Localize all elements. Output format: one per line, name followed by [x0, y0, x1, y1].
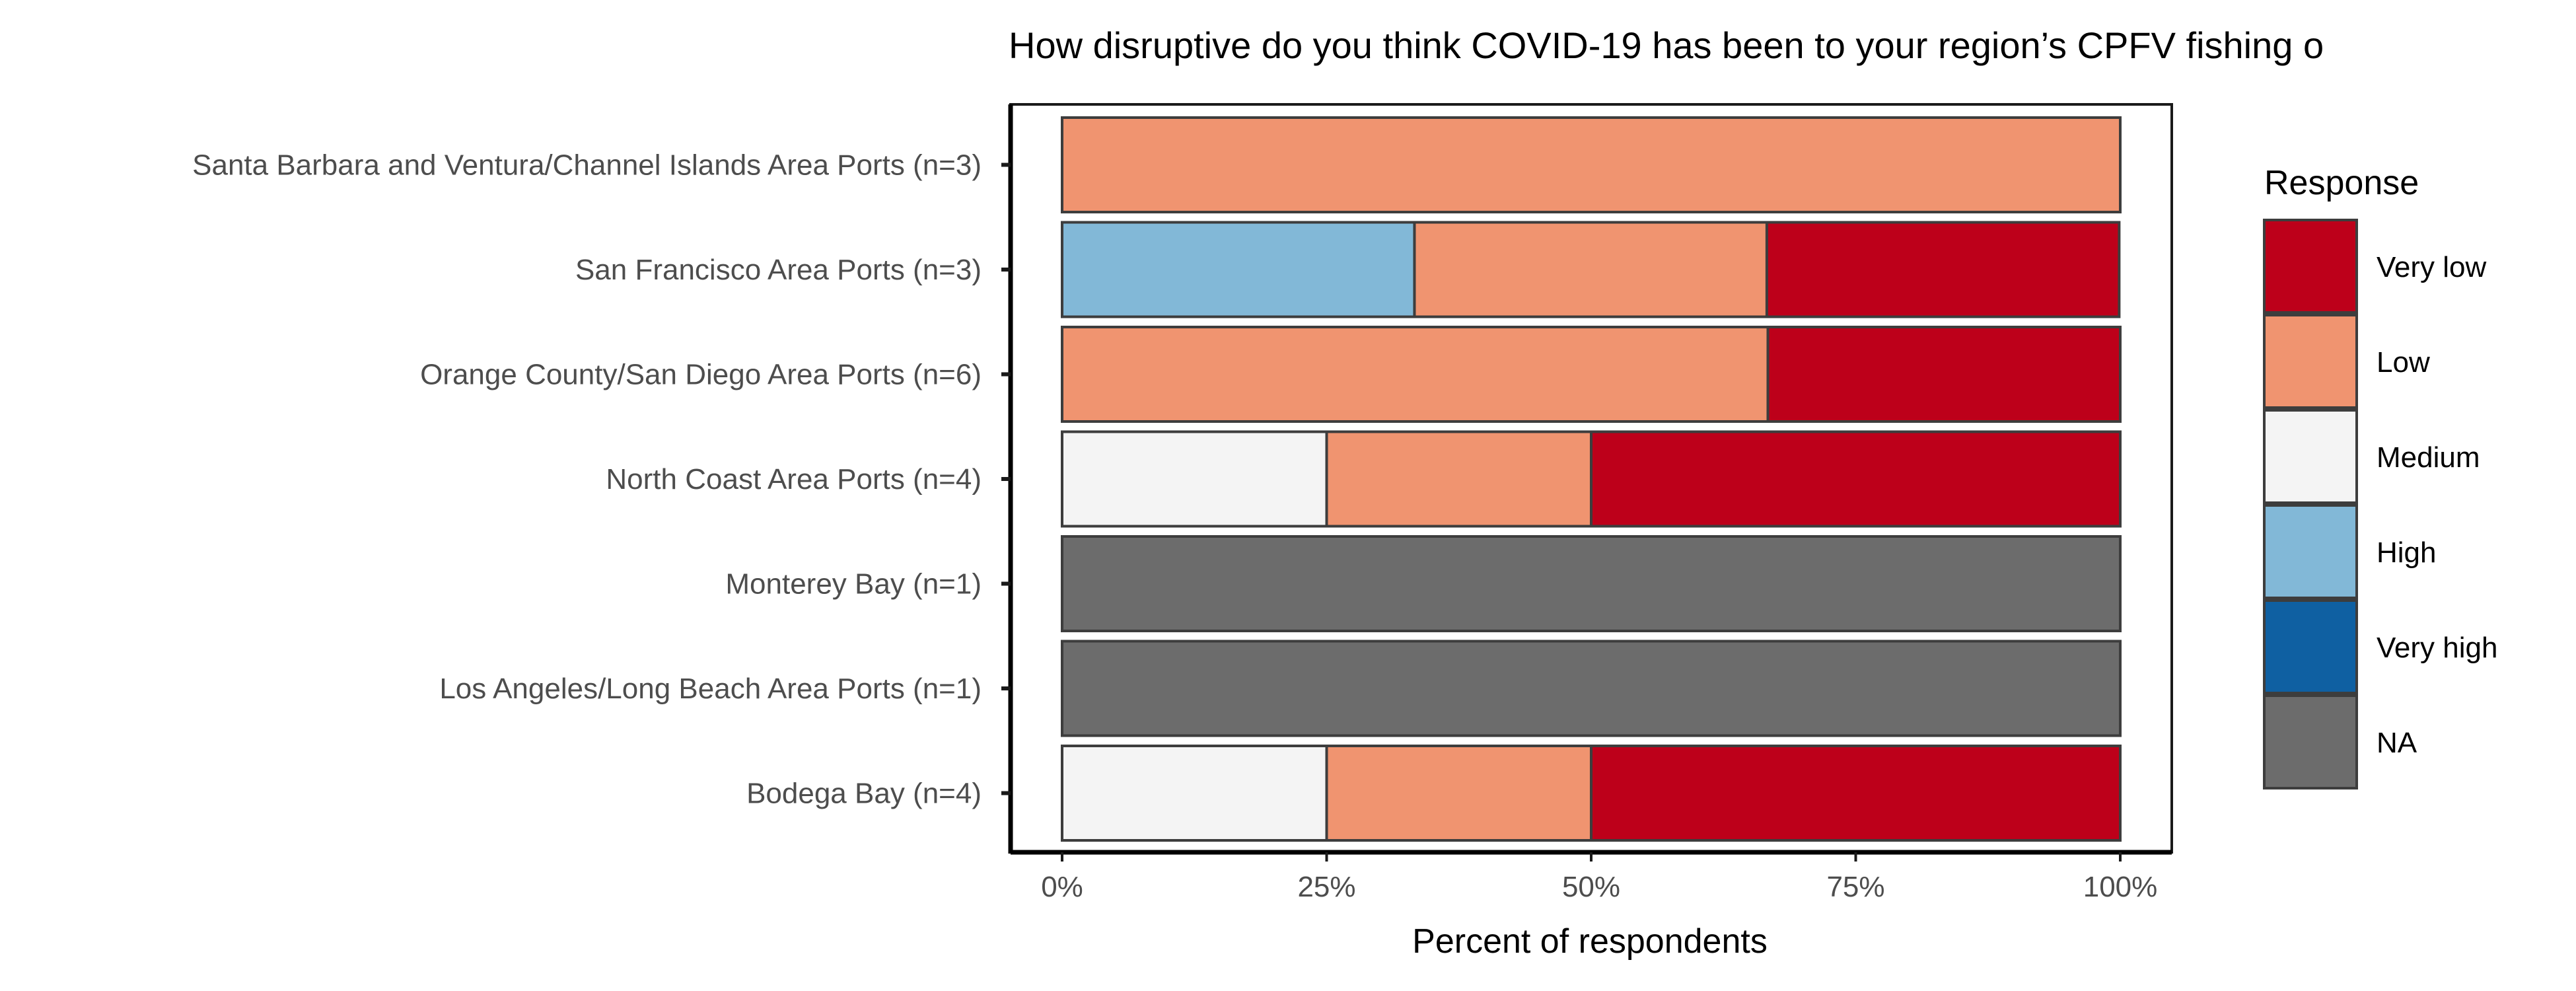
legend: Very low Low Medium High Very high NA [2263, 219, 2497, 789]
legend-label-very-high: Very high [2377, 632, 2497, 664]
y-tick-label: Los Angeles/Long Beach Area Ports (n=1) [439, 673, 982, 705]
legend-key-low [2263, 314, 2358, 409]
bar-low-row-7 [1325, 745, 1592, 842]
x-axis: 0% 25% 50% 75% 100% [1041, 852, 2157, 903]
bar-very-low-row-4 [1590, 430, 2122, 528]
y-tick-label: Monterey Bay (n=1) [725, 568, 982, 601]
x-tick-label: 0% [1041, 871, 1083, 903]
legend-key-medium [2263, 409, 2358, 504]
x-axis-title: Percent of respondents [1412, 922, 1768, 961]
bar-low-row-2 [1413, 221, 1768, 318]
bar-very-low-row-7 [1590, 745, 2122, 842]
bar-medium-row-4 [1061, 430, 1328, 528]
bar-very-low-row-3 [1766, 326, 2122, 423]
y-tick-label: North Coast Area Ports (n=4) [606, 463, 982, 495]
bar-low-row-4 [1325, 430, 1592, 528]
x-tick-label: 75% [1826, 871, 1884, 903]
y-tick-label: San Francisco Area Ports (n=3) [575, 254, 982, 286]
chart-title: How disruptive do you think COVID-19 has… [1009, 24, 2324, 66]
y-tick-label: Santa Barbara and Ventura/Channel Island… [192, 149, 982, 182]
bar-na-row-5 [1061, 535, 2122, 632]
x-tick-label: 100% [2083, 871, 2158, 903]
legend-title: Response [2264, 164, 2419, 202]
bar-low-row-1 [1061, 116, 2122, 213]
legend-key-na [2263, 694, 2358, 789]
y-axis: Santa Barbara and Ventura/Channel Island… [192, 149, 1011, 810]
legend-label-very-low: Very low [2377, 251, 2487, 283]
bar-na-row-6 [1061, 640, 2122, 737]
legend-key-high [2263, 504, 2358, 599]
bar-very-low-row-2 [1765, 221, 2121, 318]
bar-low-row-3 [1061, 326, 1770, 423]
x-tick-label: 50% [1562, 871, 1620, 903]
legend-label-medium: Medium [2377, 441, 2480, 474]
y-tick-label: Orange County/San Diego Area Ports (n=6) [420, 359, 982, 391]
x-tick-label: 25% [1297, 871, 1355, 903]
legend-label-high: High [2377, 536, 2437, 569]
bar-medium-row-7 [1061, 745, 1328, 842]
legend-label-na: NA [2377, 727, 2417, 759]
bar-high-row-2 [1061, 221, 1416, 318]
plot-area [1008, 103, 2173, 855]
legend-label-low: Low [2377, 346, 2430, 379]
legend-key-very-low [2263, 219, 2358, 314]
legend-key-very-high [2263, 599, 2358, 694]
y-tick-label: Bodega Bay (n=4) [746, 778, 982, 810]
